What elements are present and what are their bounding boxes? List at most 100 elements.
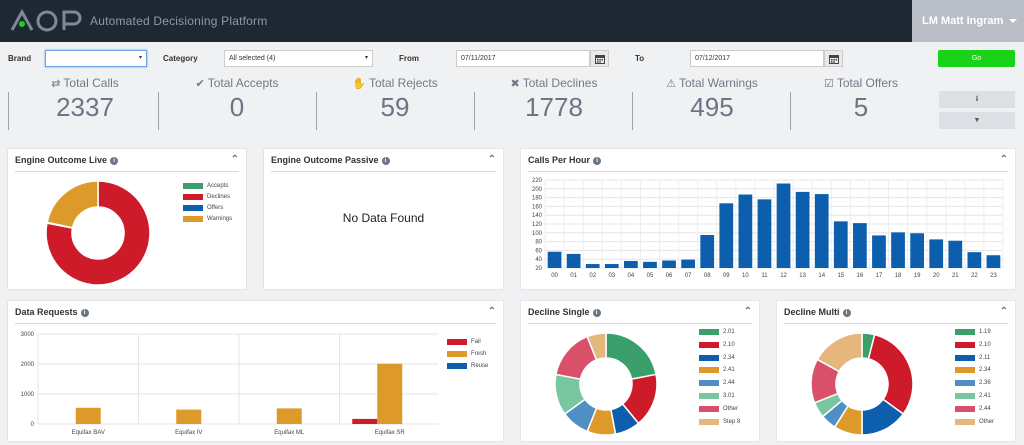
bar-hour-14[interactable]	[814, 194, 829, 268]
no-data-message: No Data Found	[342, 211, 425, 225]
bar-hour-22[interactable]	[967, 252, 982, 268]
info-icon[interactable]: i	[842, 309, 851, 317]
legend-item[interactable]: Declines	[183, 194, 230, 201]
bar-hour-05[interactable]	[643, 261, 657, 268]
bar-hour-11[interactable]	[757, 199, 772, 268]
bar-hour-10[interactable]	[738, 194, 753, 268]
panel-decline-single: Decline Single i ⌃ 2.01 2.10 2.34 2.41 2.44 3.…	[520, 300, 760, 442]
legend-item[interactable]: 2.36	[955, 380, 991, 387]
legend-item[interactable]: 2.10	[699, 341, 735, 349]
legend-label: 2.01	[723, 329, 735, 335]
user-menu-button[interactable]: LM Matt Ingram	[912, 0, 1024, 42]
brand-select[interactable]: ▾	[45, 50, 147, 67]
bar-fresh-equifax-ml[interactable]	[276, 408, 302, 424]
legend-item[interactable]: Step 8	[699, 418, 740, 426]
bar-hour-16[interactable]	[853, 223, 867, 268]
legend-item[interactable]: 2.34	[699, 354, 735, 362]
filter-button[interactable]: ▼	[939, 112, 1015, 129]
bar-hour-15[interactable]	[833, 221, 848, 268]
bar-fresh-equifax-sr[interactable]	[377, 363, 403, 424]
bar-hour-09[interactable]	[719, 203, 734, 268]
bar-hour-03[interactable]	[604, 264, 619, 268]
legend-item[interactable]: 3.01	[699, 393, 735, 400]
slice-step-8[interactable]	[586, 332, 607, 361]
info-icon[interactable]: i	[110, 157, 119, 165]
to-date-input[interactable]: 07/12/2017	[690, 50, 824, 67]
stat-label: Total Accepts	[207, 76, 279, 90]
bar-hour-20[interactable]	[929, 239, 944, 268]
legend-swatch	[699, 393, 719, 399]
bar-hour-23[interactable]	[986, 255, 1001, 268]
y-tick-label: 160	[532, 204, 543, 210]
legend-item[interactable]: Reuse	[447, 363, 488, 370]
bar-hour-08[interactable]	[700, 235, 715, 268]
bar-hour-18[interactable]	[891, 232, 905, 268]
collapse-icon[interactable]: ⌃	[999, 306, 1008, 317]
calendar-icon	[595, 55, 605, 64]
slice-other[interactable]	[816, 332, 863, 373]
legend-item[interactable]: 2.44	[955, 405, 991, 413]
bar-hour-12[interactable]	[776, 183, 791, 268]
info-icon[interactable]: i	[381, 157, 390, 165]
legend-swatch	[699, 380, 719, 387]
info-icon[interactable]: i	[80, 309, 89, 317]
bar-hour-17[interactable]	[872, 235, 886, 268]
stat-value: 1778	[525, 92, 583, 122]
to-calendar-button[interactable]	[824, 50, 843, 67]
legend-swatch	[699, 329, 719, 335]
legend-label: 2.34	[723, 354, 735, 361]
legend-item[interactable]: 2.10	[955, 341, 991, 349]
x-tick-label: 17	[876, 273, 883, 279]
slice-2-10[interactable]	[867, 333, 914, 416]
bar-hour-02[interactable]	[585, 264, 600, 268]
from-date-input[interactable]: 07/11/2017	[456, 50, 590, 67]
collapse-icon[interactable]: ⌃	[487, 306, 496, 317]
bar-hour-13[interactable]	[795, 191, 810, 268]
go-button[interactable]: Go	[938, 50, 1015, 67]
legend-label: 2.11	[979, 354, 991, 361]
bar-hour-00[interactable]	[547, 251, 562, 268]
collapse-icon[interactable]: ⌃	[743, 306, 752, 317]
collapse-icon[interactable]: ⌃	[487, 154, 496, 165]
from-date-value: 07/11/2017	[461, 55, 496, 62]
legend-item[interactable]: Other	[955, 418, 994, 426]
legend-item[interactable]: Accepts	[183, 183, 228, 190]
legend-item[interactable]: 2.44	[699, 380, 735, 387]
legend-item[interactable]: Fresh	[447, 351, 486, 358]
legend-item[interactable]: 2.34	[955, 367, 991, 374]
stat-total-declines: ✖ Total Declines 1778	[486, 76, 622, 123]
bar-hour-21[interactable]	[948, 240, 963, 268]
legend-item[interactable]: Other	[699, 405, 738, 413]
from-calendar-button[interactable]	[590, 50, 609, 67]
info-icon[interactable]: i	[592, 309, 601, 317]
slice-declines[interactable]	[45, 180, 151, 286]
bar-hour-19[interactable]	[910, 233, 924, 268]
info-icon[interactable]: i	[593, 157, 602, 165]
adp-logo[interactable]	[8, 6, 86, 36]
info-button[interactable]: ℹ	[939, 91, 1015, 108]
legend-item[interactable]: Offers	[183, 205, 223, 212]
legend-item[interactable]: 2.11	[955, 354, 991, 362]
category-select[interactable]: All selected (4) ▾	[224, 50, 373, 67]
slice-warnings[interactable]	[46, 180, 99, 229]
bar-fresh-equifax-bav[interactable]	[75, 407, 101, 424]
stat-value: 5	[853, 92, 869, 122]
legend-item[interactable]: 2.41	[699, 367, 735, 374]
bar-hour-01[interactable]	[566, 253, 581, 268]
legend-item[interactable]: Warnings	[183, 216, 232, 223]
bar-fail-equifax-sr[interactable]	[352, 418, 378, 424]
legend-item[interactable]: 2.01	[699, 329, 735, 336]
slice-2-01[interactable]	[605, 332, 657, 381]
bar-hour-07[interactable]	[681, 259, 695, 268]
collapse-icon[interactable]: ⌃	[230, 154, 239, 165]
bar-hour-06[interactable]	[662, 260, 676, 268]
bar-fresh-equifax-iv[interactable]	[176, 409, 202, 424]
category-label: Category	[163, 54, 198, 63]
legend-item[interactable]: Fail	[447, 339, 481, 346]
legend-item[interactable]: 1.19	[955, 329, 991, 336]
bar-hour-04[interactable]	[624, 260, 638, 268]
collapse-icon[interactable]: ⌃	[999, 154, 1008, 165]
legend-swatch	[955, 393, 975, 399]
legend-item[interactable]: 2.41	[955, 393, 991, 400]
panel-title: Calls Per Hour i	[528, 155, 602, 165]
